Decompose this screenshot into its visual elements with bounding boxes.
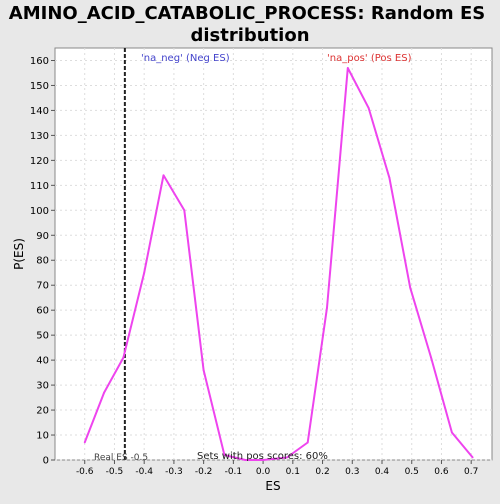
chart-title-line-1: AMINO_ACID_CATABOLIC_PROCESS: Random ES <box>9 3 485 24</box>
y-tick-label-10: 100 <box>30 206 49 217</box>
y-tick-label-12: 120 <box>30 156 49 167</box>
data-point-0-4 <box>163 174 165 176</box>
x-tick-label-13: 0.7 <box>464 467 478 477</box>
data-point-0-14 <box>368 107 370 109</box>
data-point-0-2 <box>122 357 124 359</box>
data-point-0-1 <box>103 392 105 394</box>
y-tick-label-4: 40 <box>36 356 49 367</box>
data-point-0-3 <box>143 272 145 274</box>
data-point-0-18 <box>451 432 453 434</box>
y-tick-label-9: 90 <box>36 231 49 242</box>
y-tick-label-13: 130 <box>30 131 49 142</box>
x-tick-label-11: 0.5 <box>405 467 419 477</box>
data-point-0-19 <box>472 457 474 459</box>
x-tick-label-6: 0.0 <box>256 467 271 477</box>
y-tick-label-2: 20 <box>36 406 49 417</box>
y-tick-label-16: 160 <box>30 56 49 67</box>
x-tick-label-4: -0.2 <box>195 467 213 477</box>
y-tick-label-5: 50 <box>36 331 49 342</box>
y-tick-label-7: 70 <box>36 281 49 292</box>
x-tick-label-2: -0.4 <box>135 467 153 477</box>
data-point-0-15 <box>389 177 391 179</box>
x-tick-label-10: 0.4 <box>375 467 390 477</box>
y-tick-label-11: 110 <box>30 181 49 192</box>
pos-es-label: 'na_pos' (Pos ES) <box>327 53 412 64</box>
y-tick-label-1: 10 <box>36 431 49 442</box>
x-axis-label: ES <box>265 479 280 493</box>
chart-title-line-2: distribution <box>190 25 309 46</box>
data-point-0-12 <box>326 307 328 309</box>
real-es-label: Real ES -0.5 <box>94 453 148 463</box>
x-tick-label-1: -0.5 <box>106 467 124 477</box>
data-point-0-6 <box>203 369 205 371</box>
data-point-0-11 <box>307 442 309 444</box>
x-tick-label-0: -0.6 <box>76 467 94 477</box>
data-point-0-5 <box>183 209 185 211</box>
x-tick-label-3: -0.3 <box>165 467 183 477</box>
x-tick-label-12: 0.6 <box>434 467 449 477</box>
plot-area <box>55 48 492 460</box>
y-tick-label-8: 80 <box>36 256 49 267</box>
x-tick-label-9: 0.3 <box>345 467 359 477</box>
neg-es-label: 'na_neg' (Neg ES) <box>141 53 230 64</box>
data-point-0-0 <box>84 442 86 444</box>
data-point-0-16 <box>409 287 411 289</box>
y-tick-label-0: 0 <box>43 456 49 467</box>
data-point-0-17 <box>430 357 432 359</box>
x-tick-label-5: -0.1 <box>225 467 243 477</box>
y-tick-label-14: 140 <box>30 106 49 117</box>
y-tick-label-3: 30 <box>36 381 49 392</box>
x-tick-label-8: 0.2 <box>315 467 329 477</box>
y-axis-label: P(ES) <box>12 238 26 270</box>
pos-scores-label: Sets with pos scores: 60% <box>197 451 328 462</box>
x-tick-label-7: 0.1 <box>286 467 300 477</box>
y-tick-label-6: 60 <box>36 306 49 317</box>
data-point-0-13 <box>347 67 349 69</box>
y-tick-label-15: 150 <box>30 81 49 92</box>
